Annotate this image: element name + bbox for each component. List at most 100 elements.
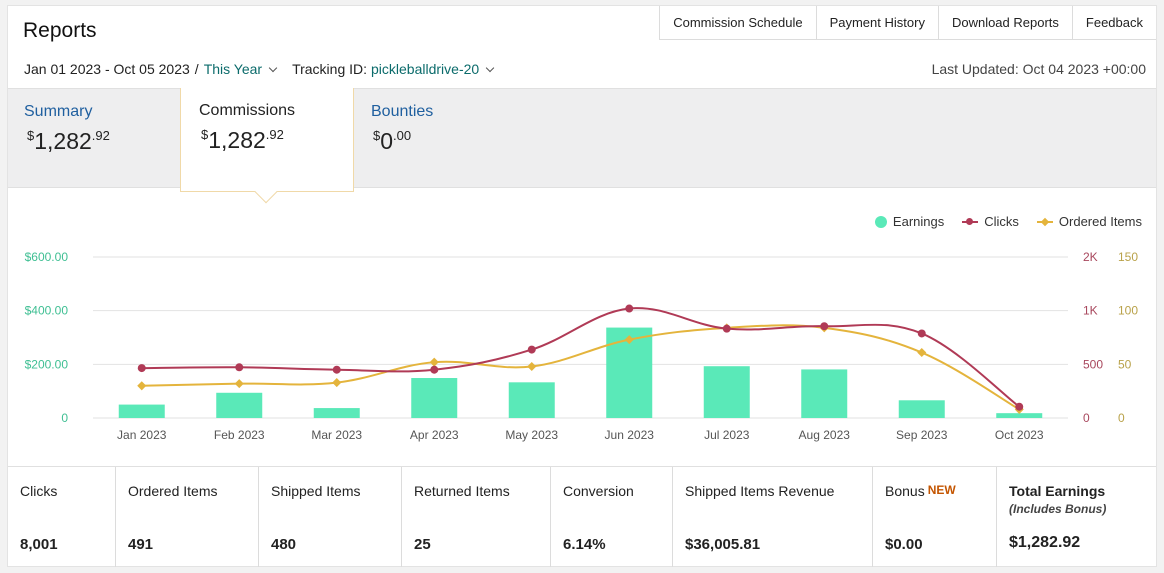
stat-label: Conversion <box>563 483 634 499</box>
chevron-down-icon[interactable] <box>485 63 495 72</box>
right-axis-clicks-tick: 500 <box>1083 357 1103 371</box>
tracking-id-label: Tracking ID: <box>292 61 368 77</box>
stat-ordered-items: Ordered Items 491 <box>116 467 259 567</box>
clicks-point <box>137 364 146 373</box>
legend-label: Ordered Items <box>1058 214 1142 229</box>
legend-ordered-items[interactable]: Ordered Items <box>1036 214 1142 229</box>
stat-value: 480 <box>271 536 297 553</box>
stat-bonus: Bonus NEW $0.00 <box>873 467 997 567</box>
filters-bar: Jan 01 2023 - Oct 05 2023 / This Year Tr… <box>24 61 503 77</box>
ordered-items-point <box>917 348 927 358</box>
stat-total-earnings: Total Earnings (Includes Bonus) $1,282.92 <box>997 467 1156 567</box>
legend-earnings-marker <box>874 215 887 228</box>
clicks-point <box>235 363 244 372</box>
right-axis-clicks-tick: 2K <box>1083 250 1098 264</box>
right-axis-clicks-tick: 1K <box>1083 304 1098 318</box>
earnings-bar <box>411 378 458 418</box>
clicks-point <box>820 322 829 331</box>
stat-shipped-items: Shipped Items 480 <box>259 467 402 567</box>
stat-value: $1,282.92 <box>1009 534 1081 551</box>
stat-value: $0.00 <box>885 536 923 553</box>
last-updated: Last Updated: Oct 04 2023 +00:00 <box>931 61 1146 77</box>
x-axis-label: Jun 2023 <box>605 428 655 442</box>
clicks-point <box>1015 402 1024 411</box>
separator: / <box>194 61 199 77</box>
earnings-bar <box>898 400 945 418</box>
stat-value: $36,005.81 <box>685 536 761 553</box>
x-axis-label: Feb 2023 <box>214 428 265 442</box>
left-axis-tick: 0 <box>61 411 68 425</box>
tab-commissions[interactable]: Commissions $1,282.92 <box>180 88 354 204</box>
stat-label: Shipped Items <box>271 483 361 499</box>
x-axis-label: Aug 2023 <box>799 428 851 442</box>
right-axis-items-tick: 150 <box>1118 250 1138 264</box>
legend-clicks[interactable]: Clicks <box>962 214 1019 229</box>
date-range: Jan 01 2023 - Oct 05 2023 <box>24 61 190 77</box>
stat-shipped-items-revenue: Shipped Items Revenue $36,005.81 <box>673 467 873 567</box>
stats-row: Clicks 8,001 Ordered Items 491 Shipped I… <box>8 466 1156 567</box>
clicks-point <box>332 365 341 374</box>
chart-canvas: $600.00 2K 150$400.00 1K 100$200.00 500 500 0 0J… <box>25 250 1139 442</box>
x-axis-label: Jul 2023 <box>704 428 750 442</box>
clicks-point <box>430 365 439 374</box>
tab-summary[interactable]: Summary $1,282.92 <box>8 89 180 189</box>
ordered-items-point <box>429 357 439 367</box>
download-reports-button[interactable]: Download Reports <box>937 6 1072 39</box>
new-badge: NEW <box>927 483 956 497</box>
legend-label: Clicks <box>984 214 1019 229</box>
clicks-point <box>527 345 536 354</box>
stat-value: 6.14% <box>563 536 606 553</box>
summary-amount: $1,282.92 <box>27 128 110 154</box>
earnings-bar <box>216 392 263 418</box>
x-axis-label: Sep 2023 <box>896 428 948 442</box>
tab-label: Commissions <box>199 102 296 119</box>
tracking-id-dropdown[interactable]: pickleballdrive-20 <box>371 61 480 77</box>
stat-label: Ordered Items <box>128 483 218 499</box>
stat-label: Total Earnings (Includes Bonus) <box>1009 483 1107 516</box>
earnings-bar <box>313 408 360 418</box>
x-axis-label: Jan 2023 <box>117 428 167 442</box>
tab-label: Bounties <box>371 103 434 120</box>
legend-label: Earnings <box>892 214 945 229</box>
earnings-chart: Earnings Clicks Ordered Items $600.00 2K 1… <box>8 202 1156 464</box>
feedback-button[interactable]: Feedback <box>1071 6 1156 39</box>
earnings-bar <box>996 413 1043 418</box>
stat-sublabel: (Includes Bonus) <box>1009 502 1107 516</box>
clicks-point <box>917 329 926 338</box>
summary-tabs: Summary $1,282.92 Commissions $1,282.92 … <box>8 88 1156 204</box>
active-tab-pointer <box>254 180 278 204</box>
period-dropdown[interactable]: This Year <box>203 61 263 77</box>
earnings-bar <box>801 369 848 418</box>
stat-clicks: Clicks 8,001 <box>8 467 116 567</box>
ordered-items-line <box>141 324 1020 411</box>
tab-bounties[interactable]: Bounties $0.00 <box>354 89 524 189</box>
earnings-bar <box>118 404 165 418</box>
x-axis-label: Apr 2023 <box>410 428 459 442</box>
chart-legend: Earnings Clicks Ordered Items <box>857 214 1142 229</box>
stat-label: Bonus NEW <box>885 483 956 499</box>
page-title: Reports <box>23 19 97 42</box>
ordered-items-point <box>137 381 147 391</box>
left-axis-tick: $600.00 <box>25 250 69 264</box>
left-axis-tick: $400.00 <box>25 304 69 318</box>
earnings-bar <box>703 366 750 418</box>
stat-value: 25 <box>414 536 431 553</box>
stat-returned-items: Returned Items 25 <box>402 467 551 567</box>
ordered-items-point <box>527 361 537 372</box>
stat-value: 491 <box>128 536 154 553</box>
clicks-line <box>141 307 1020 408</box>
commissions-amount: $1,282.92 <box>201 127 284 153</box>
chevron-down-icon[interactable] <box>268 63 278 72</box>
stat-label: Shipped Items Revenue <box>685 483 835 499</box>
stat-conversion: Conversion 6.14% <box>551 467 673 567</box>
legend-earnings[interactable]: Earnings <box>874 214 945 229</box>
top-toolbar: Commission Schedule Payment History Down… <box>659 6 1156 40</box>
earnings-bar <box>508 382 555 418</box>
legend-ordered-items-marker <box>1036 220 1053 223</box>
payment-history-button[interactable]: Payment History <box>815 6 938 39</box>
commission-schedule-button[interactable]: Commission Schedule <box>660 6 816 39</box>
stat-label: Clicks <box>20 483 58 499</box>
legend-clicks-marker <box>962 217 979 225</box>
ordered-items-point <box>234 379 244 389</box>
x-axis-label: Mar 2023 <box>311 428 362 442</box>
